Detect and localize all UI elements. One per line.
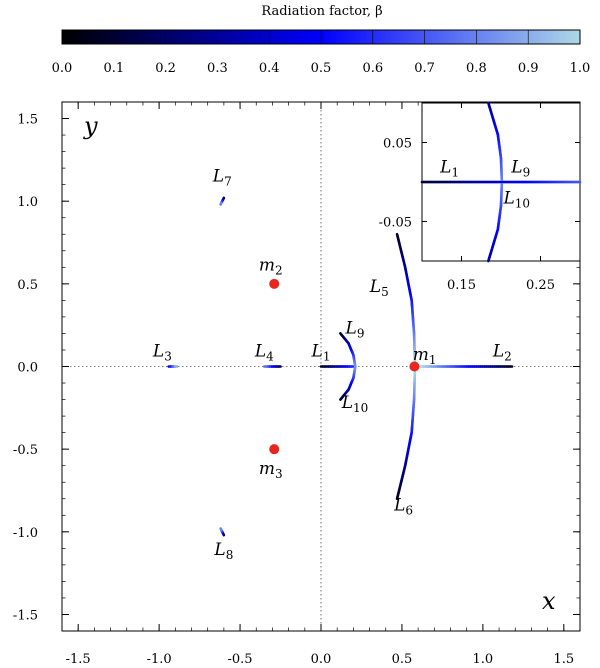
plot-area: -1.5 -1.0 -0.5 0.0 0.5 1.0 1.5 -1.5 -1.0 -0.5 0.0 0… (13, 101, 581, 667)
curves-layer (167, 196, 514, 537)
inset: 0.15 0.25 0.05 -0.05 L1 L9 L10 (379, 101, 582, 293)
curve-l8-segment (219, 527, 223, 532)
inset-curve-l10 (487, 183, 504, 263)
inset-label-l10: L10 (503, 188, 531, 210)
label-l1: L1 (311, 342, 331, 364)
curve-l8 (219, 527, 226, 537)
label-m2: m2 (259, 256, 283, 278)
y-axis-letter: y (83, 112, 98, 140)
x-tick-label: -0.5 (228, 652, 253, 667)
y-tick-label: -1.5 (13, 608, 38, 623)
inset-curves-layer (420, 101, 582, 263)
y-tick-label: 0.5 (17, 278, 38, 293)
colorbar-tick-label: 1.0 (570, 61, 591, 76)
colorbar-tick-label: 0.7 (414, 61, 435, 76)
colorbar-tick-label: 0.4 (259, 61, 280, 76)
label-m1: m1 (413, 345, 437, 367)
colorbar: Radiation factor, β 0.0 0.1 0.2 0.3 0.4 0.5 0.… (52, 4, 591, 76)
label-l3: L3 (152, 342, 172, 364)
colorbar-tick-label: 0.3 (207, 61, 228, 76)
x-axis-letter: x (542, 587, 556, 615)
inset-label-l1: L1 (439, 158, 459, 180)
inset-y-tick-label: -0.05 (379, 216, 412, 231)
inset-curve-l9 (487, 101, 504, 181)
y-tick-label: 1.0 (17, 195, 38, 210)
colorbar-tick-label: 0.0 (52, 61, 73, 76)
colorbar-tick-label: 0.6 (362, 61, 383, 76)
primary-m2-marker (269, 278, 280, 289)
curve-l6 (395, 368, 417, 501)
label-m3: m3 (259, 459, 283, 481)
y-tick-label: 1.5 (17, 113, 38, 128)
x-tick-label: 0.0 (311, 652, 332, 667)
label-l2: L2 (492, 342, 512, 364)
x-tick-label: 1.5 (553, 652, 574, 667)
colorbar-tick-label: 0.8 (466, 61, 487, 76)
colorbar-ticks: 0.0 0.1 0.2 0.3 0.4 0.5 0.6 0.7 0.8 0.9 1.0 (52, 30, 591, 76)
curve-l7-segment (219, 201, 223, 206)
x-tick-label: 1.0 (473, 652, 494, 667)
label-l5: L5 (369, 277, 389, 299)
inset-y-tick-label: 0.05 (383, 137, 412, 152)
inset-x-tick-label: 0.15 (447, 278, 476, 293)
label-l8: L8 (213, 540, 233, 562)
label-l10: L10 (341, 393, 369, 415)
curve-l9 (339, 332, 357, 368)
label-l9: L9 (345, 318, 365, 340)
colorbar-tick-label: 0.5 (311, 61, 332, 76)
label-l7: L7 (212, 166, 232, 188)
x-tick-label: -1.5 (66, 652, 91, 667)
label-l4: L4 (254, 342, 274, 364)
colorbar-tick-label: 0.2 (155, 61, 176, 76)
curve-l7 (219, 196, 226, 206)
curve-l5 (395, 232, 417, 365)
primary-m3-marker (269, 444, 280, 455)
colorbar-title: Radiation factor, β (261, 4, 382, 19)
inset-label-l9: L9 (510, 158, 530, 180)
y-tick-label: -0.5 (13, 443, 38, 458)
y-tick-label: -1.0 (13, 526, 38, 541)
primary-m1-marker (409, 361, 420, 372)
colorbar-tick-label: 0.1 (103, 61, 124, 76)
x-tick-label: 0.5 (392, 652, 413, 667)
curve-l10 (339, 365, 357, 401)
y-tick-label: 0.0 (17, 361, 38, 376)
label-l6: L6 (393, 495, 413, 517)
colorbar-tick-label: 0.9 (518, 61, 539, 76)
inset-labels-layer: L1 L9 L10 (439, 158, 530, 211)
inset-ticks: 0.15 0.25 0.05 -0.05 (379, 103, 580, 293)
point-labels-layer: L1 L2 L3 L4 L5 L6 L7 L8 L9 L10 m1 m2 m3 (152, 166, 512, 562)
primaries-layer (269, 278, 420, 455)
inset-x-tick-label: 0.25 (526, 278, 555, 293)
x-tick-label: -1.0 (147, 652, 172, 667)
